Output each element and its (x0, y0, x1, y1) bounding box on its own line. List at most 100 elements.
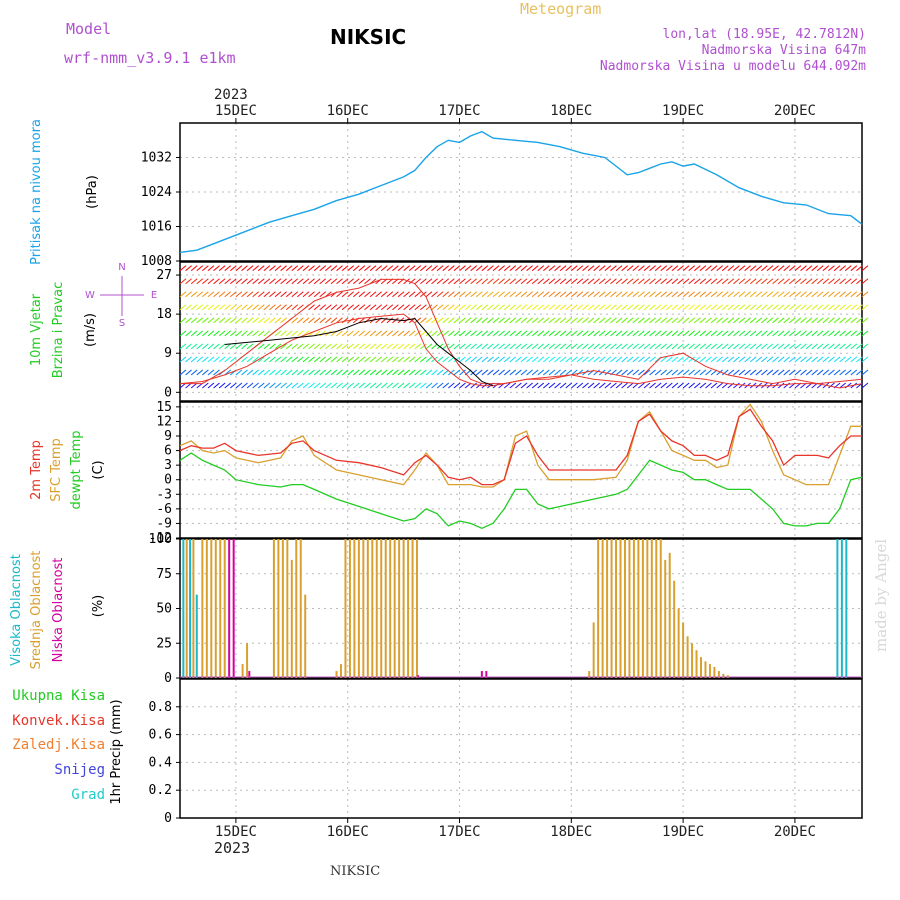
wind-barb (185, 265, 192, 272)
wind-barb (442, 356, 450, 363)
wind-barb (442, 265, 450, 272)
wind-barb (325, 265, 332, 272)
wind-barb (425, 343, 433, 350)
wind-barb (671, 330, 679, 337)
wind-barb (257, 369, 265, 376)
wind-barb (252, 382, 259, 389)
wind-barb (777, 304, 785, 311)
wind-barb (598, 356, 606, 363)
wind-barb (554, 265, 561, 272)
wind-barb (213, 265, 220, 272)
wind-barb (693, 265, 701, 272)
wind-barb (604, 382, 612, 389)
wind-barb (766, 369, 774, 376)
wind-barb (352, 382, 360, 389)
wind-barb (844, 330, 852, 337)
wind-barb (833, 265, 841, 272)
ytick-label-clouds: 100 (149, 532, 172, 547)
wind-barb (682, 369, 690, 376)
wind-barb (570, 265, 578, 272)
pressure-line (179, 130, 863, 254)
wind-barb (392, 382, 399, 389)
wind-barb (682, 317, 690, 324)
ytick-label-pressure: 1008 (141, 254, 172, 269)
wind-barb (811, 291, 819, 298)
wind-barb (559, 330, 567, 337)
wind-barb (313, 382, 321, 389)
wind-barb (313, 304, 321, 311)
wind-barb (543, 343, 550, 350)
wind-barb (749, 265, 757, 272)
wind-barb (710, 343, 718, 350)
wind-axis-title-1: 10m Vjetar (29, 293, 44, 366)
wind-barb (420, 343, 427, 350)
temp-axis-title-1: 2m Temp (29, 440, 44, 500)
wind-barb (218, 265, 226, 272)
wind-barb (733, 304, 740, 311)
wind-barb (414, 317, 422, 324)
wind-barb (308, 317, 315, 324)
wind-barb (537, 304, 545, 311)
wind-barb (358, 317, 366, 324)
wind-barb (336, 356, 343, 363)
wind-barb (565, 369, 573, 376)
wind-barb (526, 330, 533, 337)
wind-barb (716, 356, 723, 363)
wind-barb (856, 356, 863, 363)
wind-barb (761, 304, 768, 311)
wind-barb (654, 291, 662, 298)
wind-barb (783, 265, 791, 272)
wind-barb (269, 317, 276, 324)
wind-barb (677, 369, 684, 376)
wind-barb (822, 369, 830, 376)
wind-barb (257, 304, 265, 311)
wind-barb (246, 356, 254, 363)
wind-barb (850, 317, 858, 324)
wind-axis-title-2: Brzina i Pravac (51, 282, 66, 379)
wind-barb (526, 343, 533, 350)
wind-barb (643, 317, 651, 324)
wind-barb (291, 369, 299, 376)
wind-barb (548, 356, 556, 363)
wind-barb (291, 317, 299, 324)
wind-barb (241, 369, 248, 376)
wind-barb (615, 330, 623, 337)
wind-barb (828, 330, 835, 337)
wind-barb (699, 369, 707, 376)
wind-barb (850, 356, 858, 363)
wind-barb (749, 304, 757, 311)
wind-barb (470, 317, 478, 324)
wind-barb (190, 317, 198, 324)
wind-barb (548, 291, 556, 298)
ytick-label-clouds: 50 (156, 602, 172, 617)
wind-barb (593, 304, 600, 311)
wind-barb (727, 291, 735, 298)
wind-barb (408, 382, 416, 389)
wind-barb (470, 330, 478, 337)
wind-barb (844, 304, 852, 311)
wind-barb (688, 343, 696, 350)
compass-w: W (85, 290, 95, 301)
wind-barb (721, 265, 729, 272)
wind-barb (503, 369, 511, 376)
wind-barb (285, 382, 293, 389)
wind-barb (660, 382, 668, 389)
wind-barb (593, 291, 600, 298)
wind-barb (498, 356, 505, 363)
wind-barb (570, 304, 578, 311)
wind-barb (526, 356, 533, 363)
wind-barb (761, 356, 768, 363)
wind-barb (705, 317, 712, 324)
wind-barb (431, 291, 438, 298)
wind-barb (570, 369, 578, 376)
wind-barb (733, 330, 740, 337)
wind-barb (839, 330, 846, 337)
wind-barb (241, 304, 248, 311)
temp2m-line (179, 408, 862, 486)
wind-barb (671, 278, 679, 285)
wind-barb (202, 369, 209, 376)
wind-barb (755, 291, 763, 298)
wind-barb (677, 330, 684, 337)
wind-barb (274, 382, 282, 389)
wind-barb (816, 291, 824, 298)
